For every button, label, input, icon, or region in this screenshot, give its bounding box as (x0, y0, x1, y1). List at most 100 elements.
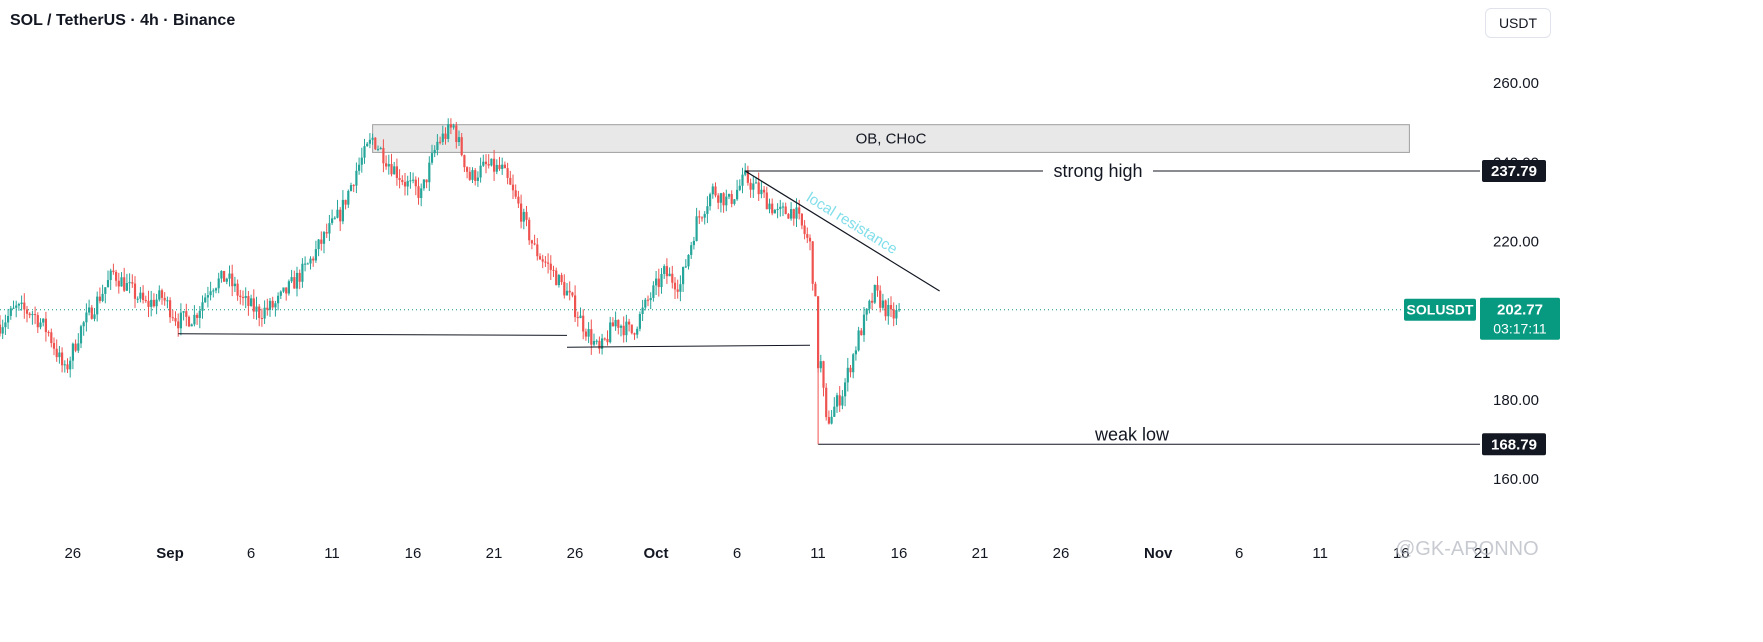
candle (630, 324, 633, 335)
candle (525, 206, 528, 227)
candle (744, 163, 747, 177)
candle (533, 234, 536, 246)
candle (82, 320, 85, 336)
candle (463, 154, 466, 173)
candle (20, 295, 23, 311)
candle (290, 269, 293, 284)
candle (166, 296, 169, 309)
strong-high-value: 237.79 (1491, 163, 1537, 180)
candle (403, 172, 407, 196)
candle (541, 254, 544, 269)
candle (120, 272, 123, 287)
support-line-oct (566, 344, 811, 348)
candle (646, 295, 650, 307)
candle (719, 192, 722, 213)
candle (771, 198, 774, 216)
candle (31, 311, 34, 325)
candle (714, 182, 717, 198)
candle (825, 383, 828, 421)
time-tick-label: 16 (1393, 545, 1410, 562)
candle (517, 190, 520, 209)
candle (657, 268, 660, 297)
current-price-tag: 202.77 03:17:11 (1480, 297, 1560, 340)
candle (36, 312, 39, 334)
time-axis[interactable]: 26 Sep 6 11 16 21 26 Oct 6 11 16 21 26 Nov 6 11 16 21 (64, 545, 1490, 562)
candle (449, 118, 452, 135)
strong-high-tag: 237.79 (1482, 160, 1546, 183)
candle (328, 214, 331, 242)
candle (668, 267, 671, 277)
candle (790, 202, 793, 221)
candle (223, 270, 226, 282)
candle (784, 202, 787, 215)
candle (214, 287, 218, 294)
local-resistance-line (744, 170, 940, 292)
candle (277, 292, 280, 311)
candle (285, 287, 288, 301)
candle (420, 183, 423, 207)
candle (814, 281, 817, 297)
candle (260, 308, 263, 327)
candle (25, 305, 29, 323)
candle (509, 170, 512, 186)
candle (430, 144, 434, 165)
candle (493, 149, 496, 181)
candle (344, 199, 347, 210)
price-tick-label: 220.00 (1493, 234, 1539, 251)
candle (617, 319, 620, 335)
candle (830, 410, 833, 425)
candle (530, 239, 533, 250)
candle (738, 179, 741, 192)
candle (179, 303, 182, 336)
candle (652, 281, 655, 302)
candle (152, 293, 155, 308)
candle (255, 296, 258, 320)
candle (258, 304, 261, 327)
local-resistance-label: local resistance (803, 189, 900, 258)
candle (787, 213, 790, 219)
currency-button[interactable]: USDT (1485, 8, 1551, 38)
candle (109, 268, 112, 290)
candle (700, 216, 704, 222)
candle (725, 189, 728, 212)
candle (371, 133, 374, 145)
candle (312, 256, 315, 267)
candle (638, 311, 641, 332)
symbol-tag: SOLUSDT (1404, 298, 1476, 321)
candle (220, 270, 223, 283)
candle (881, 293, 884, 311)
candle (579, 307, 582, 319)
candle (487, 154, 490, 169)
candle (773, 208, 776, 214)
candle (625, 314, 628, 343)
candle (282, 287, 285, 293)
candle (209, 281, 212, 301)
candle (852, 353, 855, 379)
candle (827, 410, 830, 425)
candle (279, 290, 282, 299)
candle (104, 287, 107, 304)
candle (133, 276, 137, 308)
candle (34, 306, 37, 325)
candle (717, 193, 720, 210)
candle (131, 274, 134, 288)
candle (590, 319, 593, 355)
candle (547, 253, 550, 274)
candle (301, 258, 304, 288)
candle (619, 324, 623, 337)
candle (838, 386, 841, 412)
candle (4, 314, 7, 335)
candle (898, 303, 901, 312)
weak-low-label: weak low (1094, 424, 1170, 444)
time-tick-label: 11 (810, 545, 826, 562)
candle (61, 347, 64, 373)
candle (536, 238, 539, 261)
candle (85, 303, 88, 332)
price-tick-label: 180.00 (1493, 392, 1539, 409)
candle (582, 309, 585, 340)
candle (798, 199, 801, 220)
candle (879, 285, 882, 313)
candle (393, 161, 396, 175)
